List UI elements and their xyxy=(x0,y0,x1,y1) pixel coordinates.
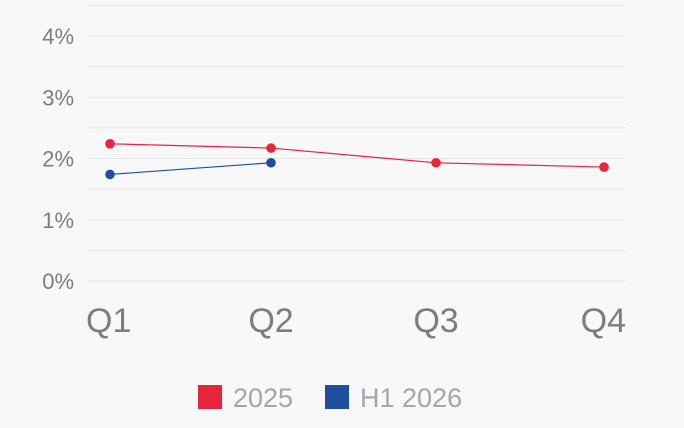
y-tick-label: 3% xyxy=(42,85,74,110)
y-axis-ticks: 0% 1% 2% 3% 4% xyxy=(42,24,74,294)
data-point xyxy=(266,143,276,153)
series-line-1 xyxy=(109,162,272,176)
legend-label: H1 2026 xyxy=(360,383,462,413)
legend-swatch xyxy=(198,385,222,409)
legend: 2025 H1 2026 xyxy=(198,383,462,413)
data-point xyxy=(105,139,115,149)
series-lines xyxy=(105,139,609,180)
x-tick-label: Q1 xyxy=(86,302,131,340)
legend-label: 2025 xyxy=(233,383,293,413)
x-axis-ticks: Q1 Q2 Q3 Q4 xyxy=(86,302,626,340)
data-point xyxy=(431,157,441,168)
data-point xyxy=(266,157,276,168)
x-tick-label: Q2 xyxy=(248,302,293,340)
y-tick-label: 0% xyxy=(42,269,74,294)
y-tick-label: 2% xyxy=(42,147,74,172)
x-tick-label: Q4 xyxy=(581,302,626,340)
y-tick-label: 4% xyxy=(42,24,74,49)
legend-swatch xyxy=(325,385,349,409)
x-tick-label: Q3 xyxy=(413,302,458,340)
data-point xyxy=(599,162,609,172)
gridlines xyxy=(88,4,626,282)
series-line-0 xyxy=(109,143,605,168)
y-tick-label: 1% xyxy=(42,208,74,233)
data-point xyxy=(105,169,115,180)
